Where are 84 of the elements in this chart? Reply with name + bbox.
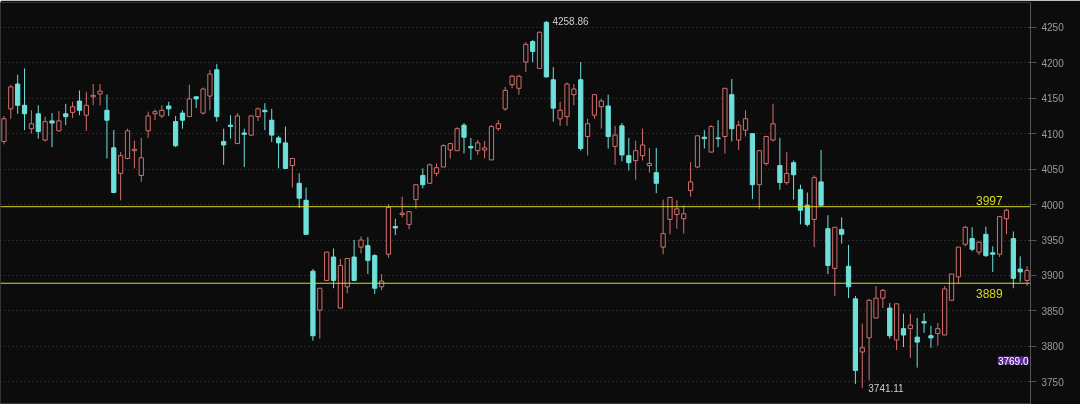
candlestick [468, 137, 474, 161]
candlestick [221, 128, 227, 166]
annotation: 3769.0 [997, 355, 1029, 367]
candlestick [262, 102, 268, 131]
candlestick [56, 110, 62, 133]
candlestick [687, 161, 694, 198]
candlestick [921, 312, 927, 334]
candlestick [145, 111, 151, 139]
y-tick-label: 4150 [1041, 93, 1065, 105]
candlestick [28, 109, 35, 135]
candlestick [907, 313, 913, 359]
y-tick-label: 4000 [1041, 199, 1065, 211]
y-tick-label: 4050 [1041, 164, 1065, 176]
candlestick [351, 239, 357, 282]
candlestick [241, 128, 247, 168]
y-tick-label: 3750 [1041, 376, 1065, 388]
candlestick [797, 184, 804, 225]
candlestick [63, 103, 69, 126]
candlestick [639, 128, 646, 162]
candlestick [413, 184, 419, 210]
y-tick-label: 4100 [1041, 128, 1065, 140]
candlestick [784, 151, 790, 186]
candlestick [179, 109, 186, 130]
candlestick [42, 116, 48, 142]
candlestick [138, 137, 144, 183]
candlestick [330, 248, 337, 289]
candlestick [859, 323, 865, 389]
candlestick [97, 83, 103, 106]
candlestick [296, 172, 302, 209]
candlestick [104, 94, 110, 159]
candlestick [461, 122, 467, 155]
candlestick [736, 120, 742, 151]
candlestick [1003, 208, 1010, 235]
candlestick [804, 192, 810, 228]
y-tick-label: 3850 [1041, 305, 1065, 317]
candlestick [8, 84, 14, 120]
candlestick [49, 112, 55, 148]
annotation: 3741.11 [868, 383, 905, 395]
candlestick [186, 84, 192, 118]
candlestick [598, 98, 604, 130]
candlestick [777, 137, 783, 191]
y-tick-label: 3900 [1041, 270, 1065, 282]
annotation: 4258.86 [552, 16, 589, 28]
y-tick-label: 4250 [1041, 22, 1065, 34]
candlestick [90, 83, 96, 106]
candlestick [420, 167, 426, 189]
candlestick [591, 94, 598, 120]
y-tick-label: 3950 [1041, 235, 1065, 247]
candlestick [962, 225, 968, 247]
candlestick [21, 67, 28, 131]
candlestick [914, 317, 920, 369]
candlestick [35, 104, 41, 140]
candlestick [900, 313, 907, 348]
candlestick [969, 226, 975, 252]
candlestick [646, 147, 653, 174]
candlestick [118, 151, 124, 201]
ref-line-label: 3889 [975, 287, 1003, 302]
y-tick-label: 3800 [1041, 341, 1065, 353]
candlestick [76, 89, 83, 116]
candlestick [358, 235, 364, 254]
candlestick [317, 287, 323, 340]
candlestick [839, 216, 845, 245]
candlestick [427, 162, 433, 184]
candlestick [523, 41, 529, 73]
candlestick [715, 119, 721, 148]
candlestick [653, 147, 659, 194]
candlestick [584, 118, 591, 157]
candlestick [790, 160, 797, 201]
candlestick [742, 109, 749, 137]
candlestick [502, 86, 508, 112]
candlestick [928, 325, 934, 349]
candlestick [818, 149, 824, 206]
candlestick [660, 199, 666, 255]
candlestick [626, 137, 632, 172]
candlestick [530, 39, 536, 63]
candlestick [275, 135, 282, 169]
candlestick [633, 140, 639, 181]
candlestick [83, 91, 89, 132]
candlestick [289, 157, 295, 189]
candlestick [15, 74, 21, 115]
candlestick [612, 125, 618, 166]
y-tick-label: 4200 [1041, 57, 1065, 69]
candlestick [269, 108, 275, 143]
ref-line-label: 3997 [975, 193, 1003, 208]
